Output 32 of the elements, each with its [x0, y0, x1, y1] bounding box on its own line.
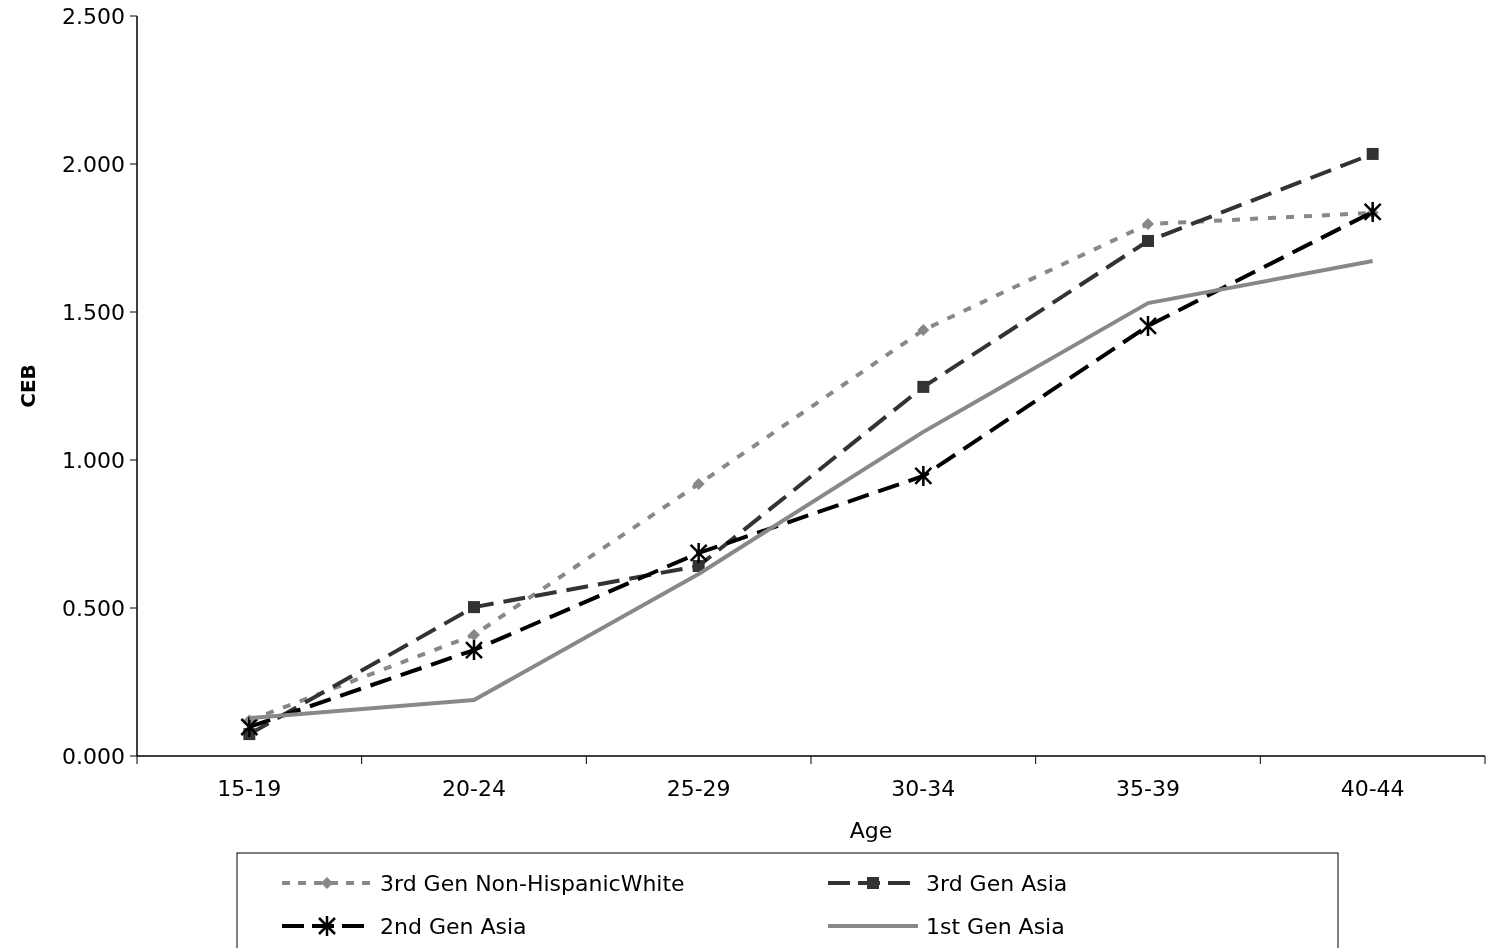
point	[1142, 218, 1154, 231]
legend-label: 3rd Gen Asia	[926, 870, 1068, 896]
y-tick-label: 1.000	[62, 447, 125, 473]
x-tick-label: 30-34	[891, 776, 956, 801]
y-tick-label: 2.500	[62, 3, 125, 29]
point	[692, 477, 705, 490]
point	[464, 638, 484, 662]
point	[689, 541, 708, 565]
point	[240, 715, 259, 739]
x-tick-label: 25-29	[666, 776, 731, 801]
y-axis-title: CEB	[16, 364, 40, 408]
point	[468, 601, 480, 614]
y-tick-label: 1.500	[62, 299, 125, 325]
point	[1366, 147, 1379, 160]
legend-label: 3rd Gen Non-HispanicWhite	[380, 870, 685, 896]
point	[914, 464, 933, 488]
legend-label: 2nd Gen Asia	[380, 913, 527, 939]
point	[468, 628, 480, 641]
point	[1142, 234, 1154, 247]
point	[1363, 200, 1382, 224]
y-tick-label: 0.000	[62, 743, 125, 769]
y-tick-label: 2.000	[62, 151, 125, 177]
x-tick-label: 20-24	[442, 776, 506, 801]
legend-label: 1st Gen Asia	[926, 913, 1065, 939]
point	[917, 324, 930, 337]
y-tick-label: 0.500	[62, 595, 125, 621]
point	[1138, 314, 1158, 338]
x-tick-label: 35-39	[1116, 776, 1180, 801]
x-axis-title: Age	[849, 818, 893, 843]
x-tick-label: 15-19	[217, 776, 282, 801]
point	[917, 380, 930, 393]
x-tick-label: 40-44	[1340, 776, 1405, 801]
